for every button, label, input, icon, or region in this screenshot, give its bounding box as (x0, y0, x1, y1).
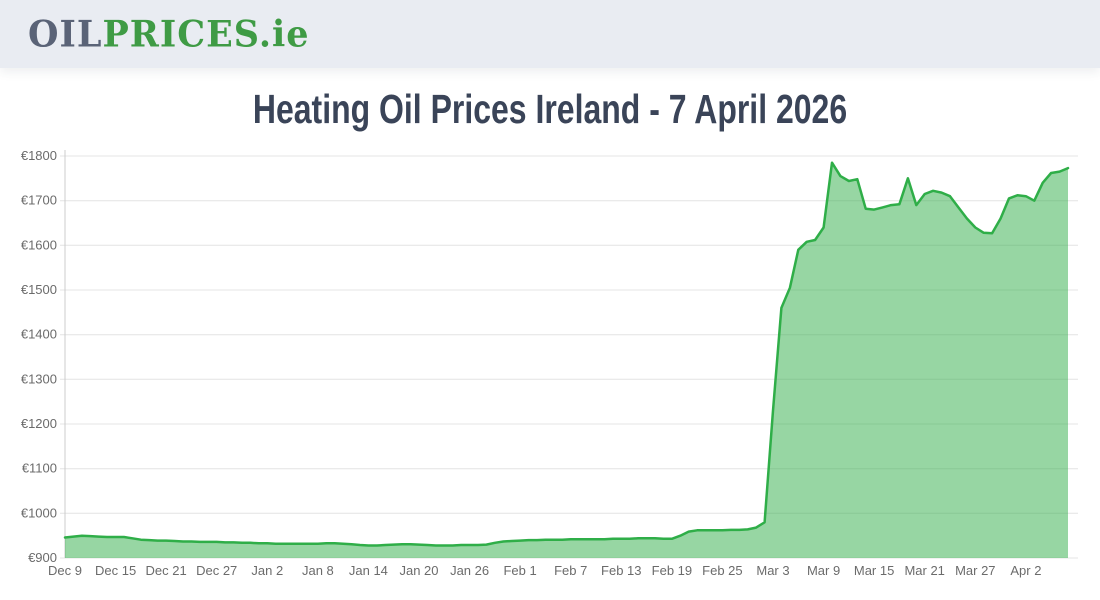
svg-text:Mar 3: Mar 3 (756, 563, 789, 578)
svg-text:Mar 9: Mar 9 (807, 563, 840, 578)
svg-text:Jan 26: Jan 26 (450, 563, 489, 578)
site-logo[interactable]: OILPRICES.ie (28, 16, 310, 52)
svg-text:€1800: €1800 (21, 148, 57, 163)
svg-text:Mar 15: Mar 15 (854, 563, 894, 578)
svg-text:€1000: €1000 (21, 505, 57, 520)
svg-text:Feb 13: Feb 13 (601, 563, 641, 578)
svg-text:€1700: €1700 (21, 193, 57, 208)
svg-text:Mar 27: Mar 27 (955, 563, 995, 578)
svg-text:€1100: €1100 (22, 461, 57, 476)
logo-text-ie: .ie (258, 12, 310, 56)
logo-text-oil: OIL (28, 12, 103, 56)
svg-text:€1500: €1500 (21, 282, 57, 297)
site-header: OILPRICES.ie (0, 0, 1100, 68)
svg-text:Jan 20: Jan 20 (399, 563, 438, 578)
svg-text:Dec 27: Dec 27 (196, 563, 237, 578)
svg-text:Jan 2: Jan 2 (251, 563, 283, 578)
heating-oil-chart: €900 €1000 €1100 €1200 €1300 €1400 €1500 €1600 €… (0, 145, 1100, 600)
svg-text:€1200: €1200 (21, 416, 57, 431)
svg-text:Mar 21: Mar 21 (904, 563, 944, 578)
svg-text:Dec 15: Dec 15 (95, 563, 136, 578)
svg-text:Dec 9: Dec 9 (48, 563, 82, 578)
svg-text:€1600: €1600 (21, 237, 57, 252)
chart-canvas: €900 €1000 €1100 €1200 €1300 €1400 €1500 €1600 €… (21, 148, 1078, 578)
svg-text:€1400: €1400 (21, 327, 57, 342)
logo-text-prices: PRICES (102, 12, 259, 56)
svg-text:Feb 1: Feb 1 (503, 563, 536, 578)
svg-text:Feb 25: Feb 25 (702, 563, 742, 578)
svg-text:Feb 19: Feb 19 (652, 563, 692, 578)
svg-text:Dec 21: Dec 21 (145, 563, 186, 578)
svg-text:Jan 14: Jan 14 (349, 563, 388, 578)
svg-text:€1300: €1300 (21, 371, 57, 386)
svg-text:Apr 2: Apr 2 (1010, 563, 1041, 578)
svg-text:Feb 7: Feb 7 (554, 563, 587, 578)
svg-text:Jan 8: Jan 8 (302, 563, 334, 578)
svg-text:€900: €900 (28, 550, 57, 565)
page-title: Heating Oil Prices Ireland - 7 April 202… (252, 86, 848, 132)
